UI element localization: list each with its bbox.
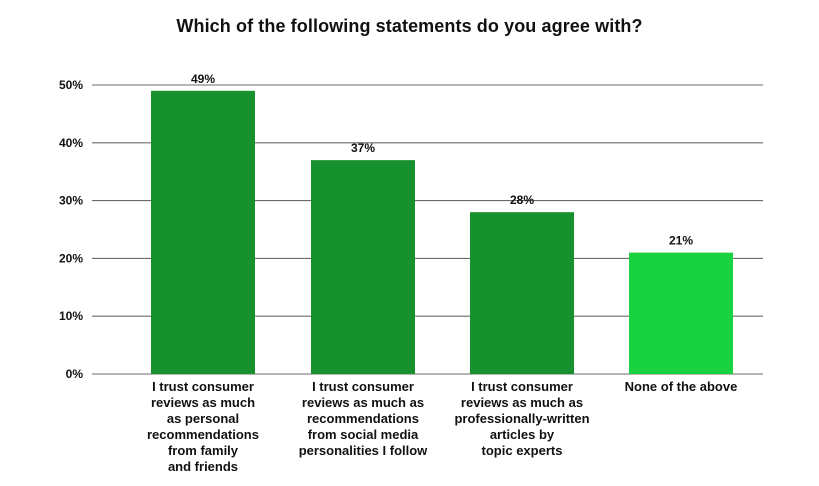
bar-4 [629, 252, 733, 374]
category-label-line: from social media [308, 427, 419, 442]
bar-1 [151, 90, 255, 374]
category-label-line: personalities I follow [299, 443, 428, 458]
chart-title: Which of the following statements do you… [176, 16, 643, 36]
y-tick-label: 10% [59, 309, 83, 323]
category-label-line: from family [168, 443, 239, 458]
y-tick-label: 0% [66, 367, 84, 381]
y-tick-label: 40% [59, 136, 83, 150]
category-label: I trust consumer reviews as much as recomm… [299, 379, 428, 458]
category-label-line: as personal [167, 411, 239, 426]
category-label-line: topic experts [482, 443, 563, 458]
category-label-line: professionally-written [454, 411, 589, 426]
category-label-line: reviews as much as [461, 395, 583, 410]
bar-3 [470, 212, 574, 374]
labels-layer: 49%I trust consumer reviews as much as per… [147, 72, 737, 474]
bar-value-label: 37% [351, 141, 375, 155]
category-label: I trust consumer reviews as much as profes… [454, 379, 589, 458]
y-tick-label: 30% [59, 194, 83, 208]
bar-value-label: 49% [191, 72, 215, 86]
category-label: None of the above [625, 379, 738, 394]
bar-2 [311, 160, 415, 374]
bar-value-label: 21% [669, 234, 693, 248]
y-axis: 0% 10% 20% 30% 40% 50% [59, 78, 83, 381]
category-label-line: I trust consumer [471, 379, 573, 394]
category-label-line: None of the above [625, 379, 738, 394]
category-label-line: articles by [490, 427, 555, 442]
category-label-line: I trust consumer [312, 379, 414, 394]
category-label-line: reviews as much as [302, 395, 424, 410]
category-label-line: reviews as much [151, 395, 255, 410]
y-tick-label: 20% [59, 251, 83, 265]
category-label-line: and friends [168, 459, 238, 474]
bar-value-label: 28% [510, 193, 534, 207]
category-label-line: I trust consumer [152, 379, 254, 394]
category-label: I trust consumer reviews as much as person… [147, 379, 259, 474]
bars-layer [151, 90, 733, 374]
y-tick-label: 50% [59, 78, 83, 92]
category-label-line: recommendations [307, 411, 419, 426]
category-label-line: recommendations [147, 427, 259, 442]
